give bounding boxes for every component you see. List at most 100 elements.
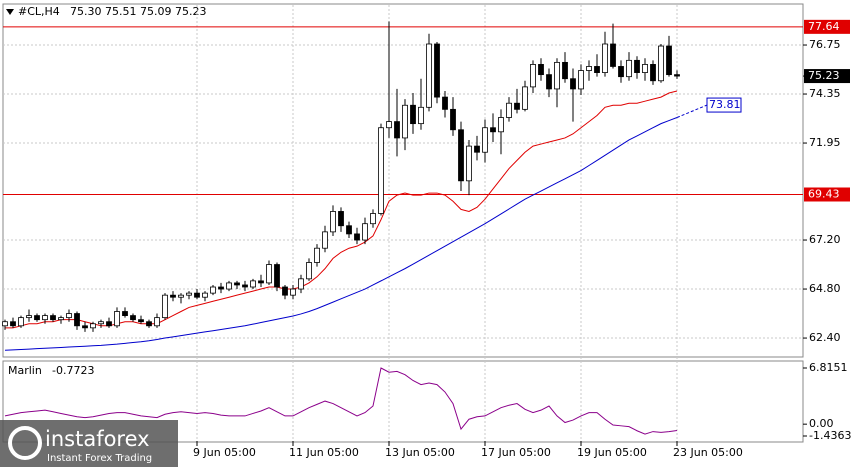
- y-tick-label: -1.4363: [809, 429, 851, 442]
- candle-body: [402, 104, 408, 139]
- candle-body: [178, 294, 184, 298]
- candle-body: [426, 43, 432, 108]
- candle-body: [194, 292, 200, 298]
- candle-body: [242, 284, 248, 288]
- candle-body: [570, 78, 576, 90]
- level-label: 69.43: [808, 187, 840, 200]
- y-tick-label: 76.75: [809, 38, 841, 51]
- x-tick-label: 19 Jun 05:00: [577, 446, 647, 459]
- y-tick-label: 0.00: [809, 417, 834, 430]
- candle-body: [58, 317, 64, 321]
- candle-body: [42, 315, 48, 321]
- indicator-line: [4, 367, 678, 435]
- x-tick-label: 9 Jun 05:00: [193, 446, 256, 459]
- candle-body: [50, 315, 56, 321]
- candle-body: [458, 129, 464, 182]
- menu-arrow: [6, 9, 14, 15]
- candle-body: [338, 211, 344, 227]
- candle-body: [562, 61, 568, 80]
- candle-body: [266, 264, 272, 284]
- candle-body: [546, 74, 552, 90]
- y-tick-label: 67.20: [809, 233, 841, 246]
- candle-body: [2, 321, 8, 327]
- level-box: [804, 187, 850, 202]
- candle-body: [114, 311, 120, 327]
- symbol: #CL,H4: [18, 5, 60, 18]
- candle-body: [434, 43, 440, 98]
- candle-body: [322, 231, 328, 249]
- candle-body: [18, 317, 24, 327]
- candle-body: [642, 64, 648, 73]
- indicator-value: -0.7723: [52, 364, 94, 377]
- candle-body: [170, 294, 176, 298]
- candle-body: [634, 59, 640, 73]
- main-panel: [2, 3, 804, 358]
- indicator-name: Marlin: [8, 364, 42, 377]
- candle-body: [602, 43, 608, 73]
- projection: [676, 104, 708, 118]
- candle-body: [146, 321, 152, 327]
- candle-body: [330, 211, 336, 233]
- candle-body: [514, 102, 520, 110]
- logo-icon: [8, 426, 42, 460]
- last-price-box: [804, 69, 850, 84]
- candle-body: [650, 64, 656, 82]
- projection-box: [706, 97, 742, 113]
- candle-body: [274, 264, 280, 288]
- candle-body: [298, 278, 304, 290]
- candle-body: [666, 45, 672, 76]
- candle-body: [482, 127, 488, 153]
- y-tick-label: 6.8151: [809, 361, 848, 374]
- projection-label: 73.81: [709, 98, 741, 111]
- candle-body: [282, 286, 288, 296]
- candle-body: [442, 96, 448, 110]
- tagline: Instant Forex Trading: [47, 453, 152, 464]
- candle-body: [418, 106, 424, 125]
- candle-body: [554, 61, 560, 90]
- candle-body: [626, 59, 632, 78]
- watermark: instaforex Instant Forex Trading: [0, 420, 178, 467]
- candle-body: [138, 319, 144, 323]
- candle-body: [594, 66, 600, 73]
- x-tick-label: 23 Jun 05:00: [673, 446, 743, 459]
- candle-body: [386, 121, 392, 129]
- candle-body: [234, 282, 240, 286]
- candle-body: [610, 43, 616, 67]
- moving-average: [4, 117, 678, 351]
- candle-body: [202, 292, 208, 298]
- candle-body: [450, 108, 456, 131]
- candle-body: [394, 121, 400, 139]
- x-tick-label: 13 Jun 05:00: [385, 446, 455, 459]
- candle-body: [674, 74, 680, 77]
- candle-body: [306, 262, 312, 280]
- candle-body: [362, 223, 368, 241]
- candle-body: [162, 294, 168, 319]
- candle-body: [90, 323, 96, 329]
- candle-body: [218, 286, 224, 290]
- candle-body: [490, 127, 496, 133]
- candle-body: [154, 317, 160, 327]
- candle-body: [82, 325, 88, 329]
- candle-body: [258, 280, 264, 284]
- x-tick-label: 11 Jun 05:00: [289, 446, 359, 459]
- candle-body: [210, 286, 216, 294]
- candle-body: [66, 313, 72, 319]
- candle-body: [538, 64, 544, 76]
- candle-body: [586, 66, 592, 71]
- candle-body: [250, 280, 256, 288]
- candle-body: [498, 117, 504, 133]
- candle-body: [122, 311, 128, 316]
- candle-body: [578, 70, 584, 90]
- candle-body: [290, 288, 296, 296]
- candle-body: [378, 127, 384, 214]
- y-tick-label: 71.95: [809, 136, 841, 149]
- candle-body: [506, 102, 512, 118]
- candle-body: [474, 145, 480, 153]
- candle-body: [130, 315, 136, 321]
- candle-body: [346, 225, 352, 235]
- candle-body: [370, 213, 376, 225]
- candle-body: [26, 315, 32, 319]
- candle-body: [658, 45, 664, 82]
- candle-body: [186, 292, 192, 296]
